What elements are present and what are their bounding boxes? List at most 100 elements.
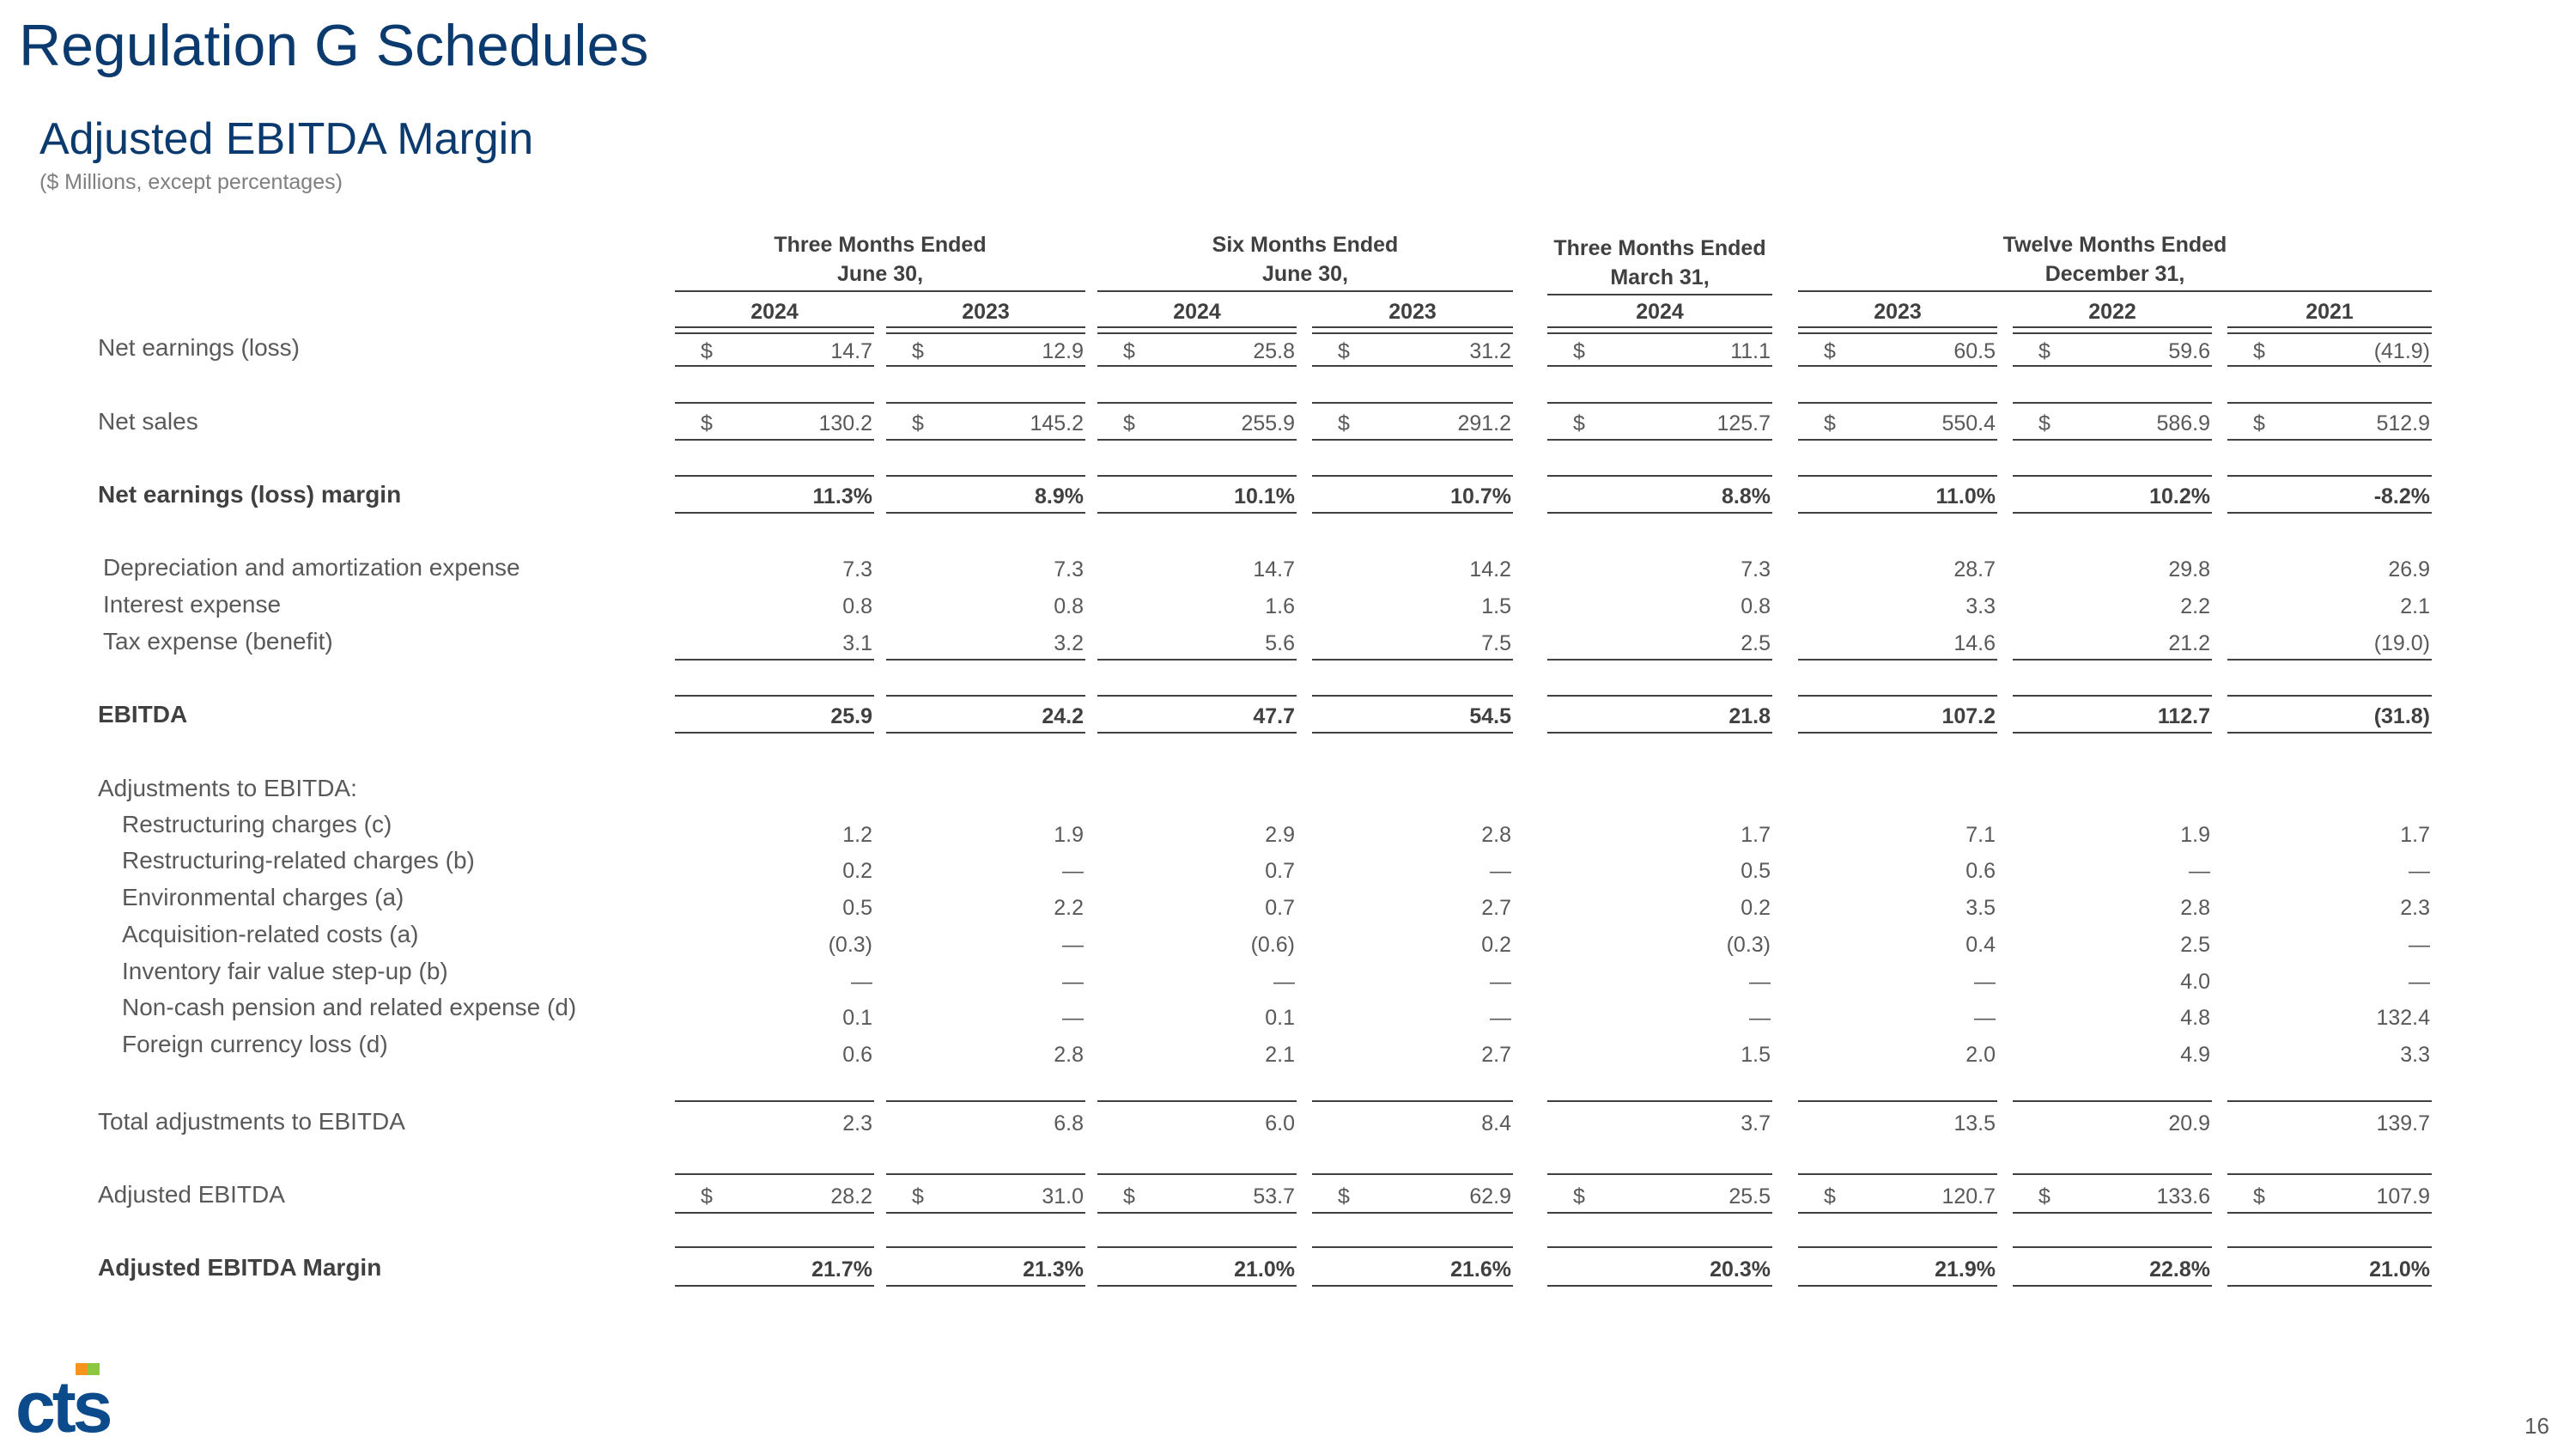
cell-value: 132.4 — [2376, 1006, 2430, 1030]
table-cell: 2.3 — [675, 1106, 874, 1141]
currency-symbol: $ — [2253, 339, 2265, 363]
rule-line — [675, 475, 874, 477]
cell-value: 0.7 — [1265, 859, 1295, 883]
currency-symbol: $ — [912, 411, 924, 435]
table-cell: 10.2% — [2013, 479, 2212, 514]
table-cell: 2.2 — [886, 891, 1085, 925]
table-cell: 0.5 — [675, 891, 874, 925]
cell-value: -8.2% — [2373, 484, 2430, 508]
cell-value: 2.3 — [842, 1111, 872, 1135]
cell-value: 125.7 — [1716, 411, 1771, 435]
group-header-line2: June 30, — [836, 262, 924, 286]
table-cell: $586.9 — [2013, 406, 2212, 441]
rule-line — [2013, 1246, 2212, 1248]
cell-value: 2.2 — [2180, 594, 2210, 618]
cell-value: 1.7 — [2400, 823, 2430, 847]
table-cell: $255.9 — [1097, 406, 1297, 441]
rule-line — [1547, 695, 1772, 697]
table-cell: 2.1 — [2227, 589, 2432, 624]
table-cell: 3.3 — [1798, 589, 1997, 624]
table-cell: — — [1097, 965, 1297, 999]
table-cell: 21.6% — [1312, 1252, 1513, 1287]
cell-value: 12.9 — [1042, 339, 1084, 363]
table-cell: 10.1% — [1097, 479, 1297, 514]
cell-value: 7.3 — [842, 557, 872, 581]
table-cell: 2.7 — [1312, 1038, 1513, 1072]
year-header: 2024 — [675, 297, 874, 328]
rule-line — [2227, 1246, 2432, 1248]
rule-line — [1547, 1246, 1772, 1248]
cell-value: 0.8 — [842, 594, 872, 618]
cell-value: 14.7 — [830, 339, 872, 363]
rule-line — [886, 1100, 1085, 1102]
year-header: 2023 — [1798, 297, 1997, 328]
cell-value: 0.5 — [842, 896, 872, 920]
rule-line — [675, 1246, 874, 1248]
rule-line — [1312, 695, 1513, 697]
table-cell: 0.8 — [1547, 589, 1772, 624]
cell-value: 20.3% — [1710, 1257, 1771, 1282]
rule-line — [886, 695, 1085, 697]
table-cell: — — [2013, 854, 2212, 888]
cell-value: (41.9) — [2373, 339, 2430, 363]
table-cell: 2.8 — [1312, 818, 1513, 852]
table-cell: 3.2 — [886, 626, 1085, 661]
rule-line — [675, 1100, 874, 1102]
cell-value: — — [1974, 1006, 1996, 1030]
table-cell: 0.6 — [675, 1038, 874, 1072]
cell-value: — — [1062, 859, 1084, 883]
rule-line — [1312, 1246, 1513, 1248]
row-label-fx-loss: Foreign currency loss (d) — [122, 1031, 388, 1057]
logo-text: cts — [15, 1367, 111, 1439]
table-cell: 8.8% — [1547, 479, 1772, 514]
cell-value: — — [1062, 1006, 1084, 1030]
table-cell: — — [886, 854, 1085, 888]
cell-value: 21.6% — [1450, 1257, 1511, 1282]
table-cell: — — [2227, 928, 2432, 962]
rule-line — [2227, 402, 2432, 404]
cell-value: 1.6 — [1265, 594, 1295, 618]
table-cell: 0.1 — [675, 1001, 874, 1035]
cell-value: 10.7% — [1450, 484, 1511, 508]
group-header-line2: March 31, — [1610, 265, 1710, 289]
table-cell: -8.2% — [2227, 479, 2432, 514]
currency-symbol: $ — [2038, 339, 2050, 363]
cell-value: 2.3 — [2400, 896, 2430, 920]
cell-value: 7.5 — [1481, 631, 1511, 655]
rule-line — [1798, 1100, 1997, 1102]
rule-line — [675, 695, 874, 697]
table-cell: — — [1547, 1001, 1772, 1035]
year-header: 2024 — [1547, 297, 1772, 328]
cell-value: 2.8 — [2180, 896, 2210, 920]
table-cell: 21.3% — [886, 1252, 1085, 1287]
row-label-adjustments-header: Adjustments to EBITDA: — [98, 775, 357, 801]
cell-value: 4.9 — [2180, 1043, 2210, 1067]
cell-value: 21.8 — [1728, 704, 1771, 728]
currency-symbol: $ — [1573, 1184, 1585, 1209]
cell-value: 0.8 — [1054, 594, 1084, 618]
table-cell: $130.2 — [675, 406, 874, 441]
cell-value: 14.6 — [1953, 631, 1996, 655]
table-cell: 21.9% — [1798, 1252, 1997, 1287]
table-cell: 2.9 — [1097, 818, 1297, 852]
cell-value: 0.2 — [842, 859, 872, 883]
row-label-ebitda: EBITDA — [98, 701, 188, 728]
cell-value: 2.8 — [1054, 1043, 1084, 1067]
cell-value: 21.3% — [1023, 1257, 1084, 1282]
cell-value: 7.1 — [1965, 823, 1996, 847]
table-cell: 26.9 — [2227, 552, 2432, 587]
rule-line — [675, 402, 874, 404]
cell-value: 139.7 — [2376, 1111, 2430, 1135]
currency-symbol: $ — [1824, 1184, 1836, 1209]
cell-value: 11.1 — [1730, 339, 1771, 363]
table-cell: — — [1312, 854, 1513, 888]
rule-line — [2013, 1100, 2212, 1102]
cell-value: — — [1490, 859, 1511, 883]
year-header: 2024 — [1097, 297, 1297, 328]
rule-line — [886, 1246, 1085, 1248]
cell-value: 60.5 — [1953, 339, 1996, 363]
table-cell: $60.5 — [1798, 332, 1997, 367]
cell-value: 31.2 — [1469, 339, 1511, 363]
cell-value: — — [1062, 933, 1084, 957]
table-cell: (0.3) — [675, 928, 874, 962]
